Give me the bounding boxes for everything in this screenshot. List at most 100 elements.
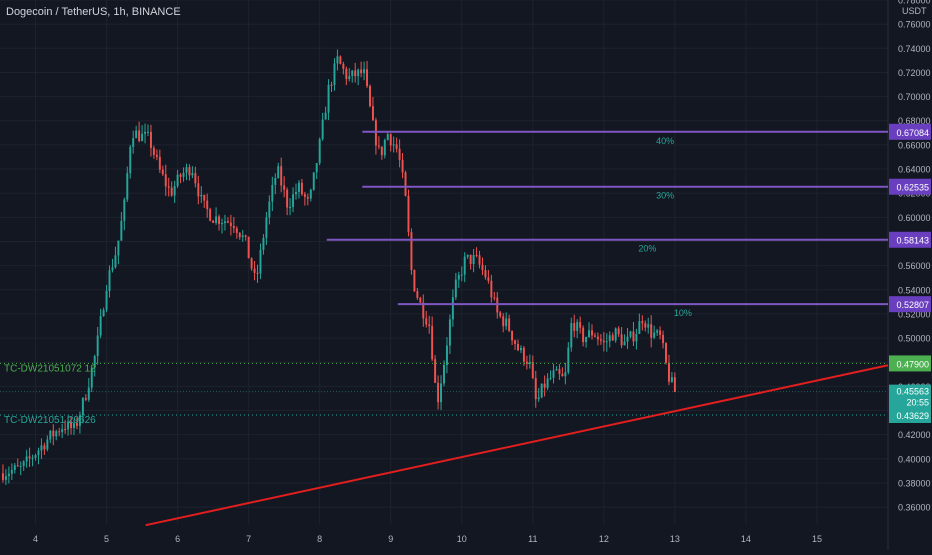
candle-up (614, 328, 617, 341)
x-tick-label: 9 (388, 534, 393, 544)
candle-down (434, 359, 437, 383)
fib-price-label: 0.58143 (896, 236, 929, 246)
candle-up (537, 397, 540, 400)
candle-down (58, 431, 61, 433)
fib-level-label: 40% (656, 136, 674, 146)
candle-down (84, 398, 87, 400)
candle-up (608, 335, 611, 342)
candle-down (511, 330, 514, 341)
candle-up (460, 274, 463, 276)
candle-up (265, 217, 268, 238)
candle-down (235, 228, 238, 233)
candle-up (73, 423, 75, 428)
marker-price-label: 0.43629 (896, 411, 929, 421)
candle-down (582, 327, 585, 343)
x-tick-label: 8 (317, 534, 322, 544)
marker-price-badge (889, 355, 931, 372)
candle-down (342, 63, 345, 69)
candle-up (653, 332, 656, 338)
x-tick-label: 10 (457, 534, 467, 544)
candle-down (478, 255, 481, 265)
x-tick-label: 13 (670, 534, 680, 544)
candle-down (484, 270, 487, 278)
candle-up (564, 372, 567, 377)
y-tick-label: 0.52000 (898, 309, 931, 319)
candle-down (52, 430, 55, 437)
candle-down (226, 221, 229, 223)
candle-up (31, 457, 34, 459)
candle-up (327, 84, 330, 113)
candle-down (591, 330, 593, 336)
candle-up (505, 318, 508, 327)
x-tick-label: 6 (175, 534, 180, 544)
candle-down (203, 194, 206, 201)
candle-up (363, 69, 366, 74)
candle-down (502, 316, 505, 327)
candle-down (366, 69, 369, 87)
candle-up (336, 56, 339, 64)
candle-up (292, 194, 295, 207)
candle-up (656, 330, 659, 333)
candle-down (428, 324, 431, 327)
y-tick-label: 0.64000 (898, 165, 931, 175)
candle-up (111, 267, 114, 271)
candle-down (490, 280, 493, 298)
x-tick-label: 7 (246, 534, 251, 544)
candle-down (650, 324, 653, 338)
candle-up (78, 415, 81, 426)
candle-down (374, 120, 377, 146)
candle-up (141, 133, 144, 142)
candle-down (579, 322, 582, 328)
candle-down (149, 131, 152, 148)
fib-price-badge (889, 178, 931, 195)
candle-down (407, 195, 410, 233)
candle-down (611, 335, 614, 341)
candle-up (540, 383, 543, 398)
candle-down (339, 56, 342, 64)
candle-up (7, 473, 10, 477)
candle-down (395, 144, 398, 149)
y-tick-label: 0.56000 (898, 261, 931, 271)
candle-down (64, 428, 67, 430)
candle-down (410, 232, 413, 271)
candle-down (632, 331, 635, 342)
candle-down (167, 186, 170, 188)
fib-price-label: 0.67084 (896, 128, 929, 138)
candle-down (404, 172, 407, 196)
candle-down (306, 196, 309, 199)
candle-up (348, 75, 351, 80)
fib-level-label: 20% (638, 244, 656, 254)
candle-down (179, 174, 182, 177)
candle-up (223, 221, 226, 224)
candle-up (182, 172, 185, 177)
candle-down (398, 148, 401, 160)
candle-down (413, 270, 416, 292)
candle-down (164, 174, 167, 187)
candle-up (448, 319, 451, 346)
candle-up (528, 362, 531, 364)
candle-up (318, 139, 321, 164)
candle-down (300, 182, 303, 195)
candle-down (437, 382, 440, 403)
support-trend-line (145, 364, 889, 527)
candle-up (463, 256, 466, 275)
candle-up (147, 131, 149, 133)
fib-level-label: 10% (674, 308, 692, 318)
candle-up (312, 172, 315, 190)
y-tick-label: 0.54000 (898, 285, 931, 295)
candle-down (155, 154, 158, 157)
candle-down (244, 235, 247, 237)
candle-up (93, 356, 96, 368)
candle-up (297, 182, 300, 192)
candle-down (152, 147, 155, 155)
candle-down (345, 68, 348, 80)
candle-down (469, 254, 472, 264)
candle-down (593, 335, 596, 337)
candle-down (286, 189, 289, 208)
candle-up (277, 166, 280, 178)
candle-up (570, 323, 573, 348)
candle-down (188, 167, 191, 176)
candle-up (129, 146, 132, 174)
